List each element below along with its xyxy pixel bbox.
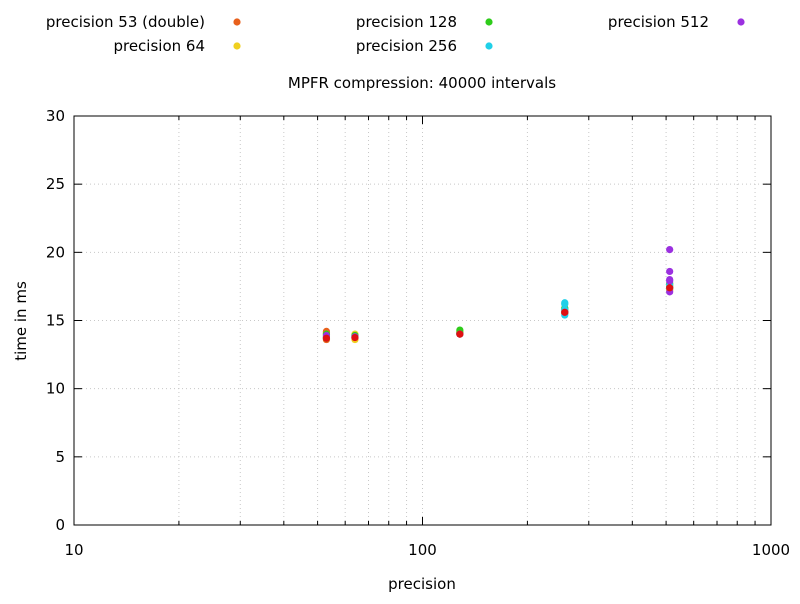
x-tick-label: 100 bbox=[408, 541, 437, 559]
x-axis-label: precision bbox=[388, 575, 456, 593]
data-point bbox=[666, 284, 674, 292]
y-tick-label: 0 bbox=[55, 516, 65, 534]
y-tick-label: 5 bbox=[55, 448, 65, 466]
legend-label: precision 256 bbox=[356, 37, 457, 55]
data-point bbox=[456, 330, 464, 338]
legend-label: precision 53 (double) bbox=[46, 13, 205, 31]
x-tick-label: 1000 bbox=[752, 541, 790, 559]
axis-ticks: 0 5 10 15 20 25 30 10 100 1000 bbox=[46, 107, 790, 559]
y-tick-label: 25 bbox=[46, 175, 65, 193]
legend: precision 53 (double) precision 64 precisi… bbox=[46, 13, 745, 55]
data-point bbox=[666, 267, 674, 276]
legend-label: precision 64 bbox=[113, 37, 205, 55]
legend-marker bbox=[485, 42, 493, 50]
legend-label: precision 512 bbox=[608, 13, 709, 31]
chart-title: MPFR compression: 40000 intervals bbox=[288, 74, 556, 92]
data-point bbox=[666, 246, 674, 254]
data-point bbox=[666, 276, 674, 284]
y-tick-label: 20 bbox=[46, 243, 65, 261]
x-tick-label: 10 bbox=[64, 541, 83, 559]
legend-marker bbox=[233, 42, 241, 50]
y-tick-label: 10 bbox=[46, 380, 65, 398]
legend-marker bbox=[233, 18, 241, 26]
data-point bbox=[322, 334, 331, 342]
y-tick-label: 30 bbox=[46, 107, 65, 125]
data-point bbox=[561, 299, 569, 307]
data-point bbox=[561, 308, 569, 316]
data-point bbox=[351, 333, 359, 342]
y-tick-label: 15 bbox=[46, 312, 65, 330]
legend-marker bbox=[485, 18, 493, 26]
legend-marker bbox=[737, 18, 745, 26]
grid-lines bbox=[74, 116, 771, 525]
y-axis-label: time in ms bbox=[12, 281, 30, 361]
data-points bbox=[322, 246, 674, 344]
legend-label: precision 128 bbox=[356, 13, 457, 31]
